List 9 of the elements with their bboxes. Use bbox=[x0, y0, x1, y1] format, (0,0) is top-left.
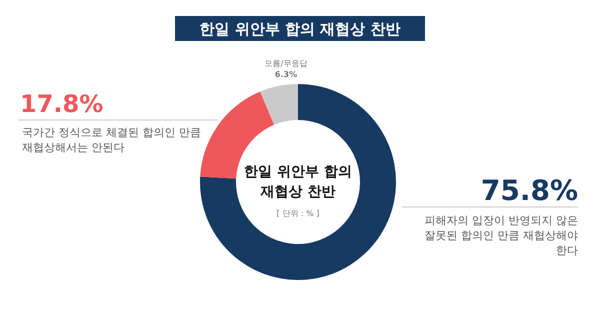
chart-title: 한일 위안부 합의 재협상 찬반 bbox=[200, 20, 400, 38]
data-label: 17.8% bbox=[20, 90, 104, 118]
slice-label: 국가간 정식으로 체결된 합의인 만큼 재협상해서는 안된다 bbox=[22, 126, 201, 154]
text: 한일 위안부 합의 재협상 찬반 bbox=[244, 164, 352, 200]
slice-label: 피해자의 입장이 반영되지 않은 잘못된 합의인 만큼 재협상해야 한다 bbox=[424, 214, 578, 257]
data-label: 6.3% bbox=[274, 70, 298, 79]
text: [ 단위 : % ] bbox=[276, 209, 320, 218]
data-label: 75.8% bbox=[480, 174, 578, 207]
slice-label: 모름/무응답 bbox=[264, 59, 308, 68]
